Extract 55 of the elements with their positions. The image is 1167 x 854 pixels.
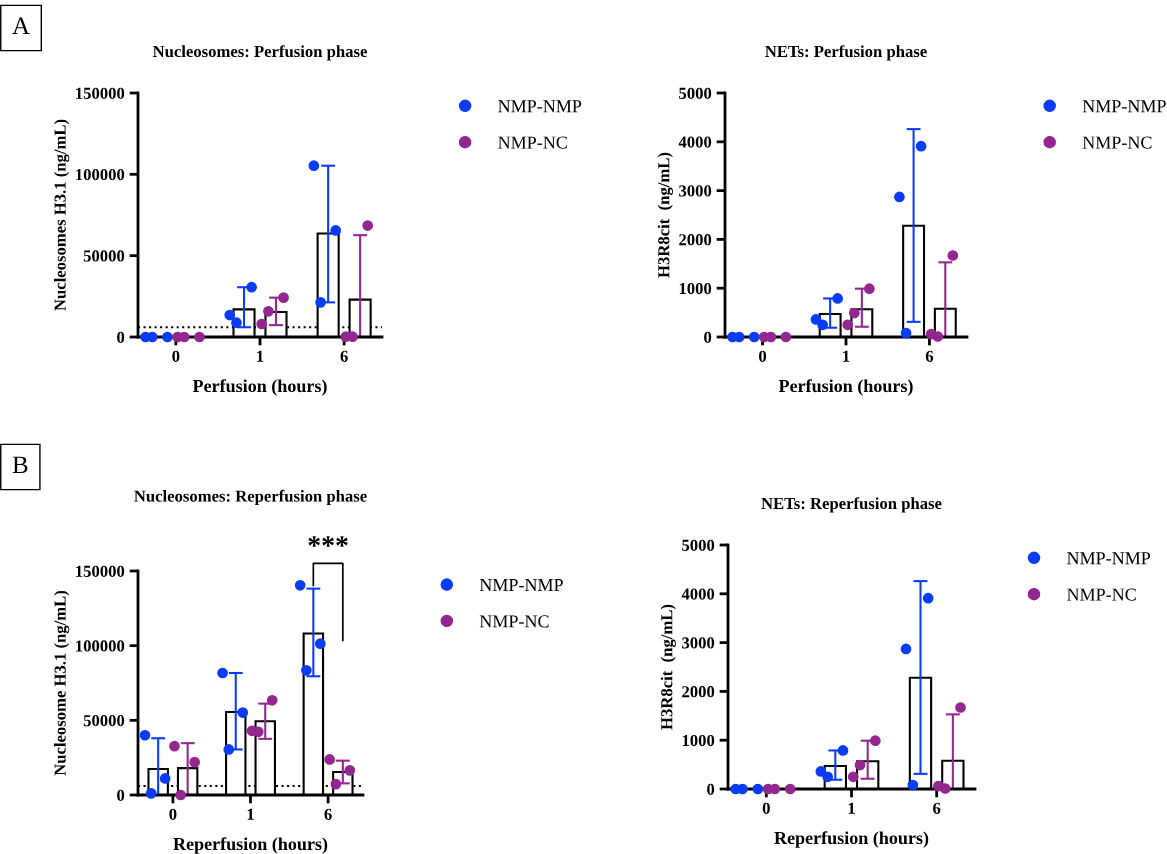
y-tick-label: 4000 <box>681 588 715 600</box>
text: *** <box>308 536 348 547</box>
x-tick-label: 0 <box>759 350 767 362</box>
y-tick-label: 4000 <box>678 136 712 148</box>
chart-title: NETs: Perfusion phase <box>765 45 927 61</box>
y-tick-label: 5000 <box>682 539 715 551</box>
x-axis-title: Reperfusion (hours) <box>173 837 328 854</box>
x-tick-label: 0 <box>172 350 180 362</box>
y-tick-label: 100000 <box>76 169 125 181</box>
y-tick-label: 150000 <box>76 87 125 99</box>
y-tick-label: 1000 <box>682 734 715 747</box>
x-axis-title: Perfusion (hours) <box>192 379 327 396</box>
x-tick-label: 6 <box>324 808 332 820</box>
y-tick-label: 50000 <box>83 250 125 262</box>
y-tick-label: 2000 <box>682 686 715 698</box>
x-tick-label: 6 <box>933 802 941 814</box>
x-tick-label: 6 <box>340 350 348 362</box>
y-tick-label: 0 <box>117 789 125 801</box>
y-tick-label: 2000 <box>679 234 712 246</box>
y-tick-label: 3000 <box>679 185 712 197</box>
legend-label: NMP-NC <box>479 615 549 628</box>
y-tick-label: 3000 <box>682 637 715 649</box>
x-tick-label: 0 <box>762 802 770 814</box>
legend-label: NMP-NC <box>1082 136 1152 149</box>
legend-label: NMP-NMP <box>1067 552 1151 565</box>
y-axis-title: H3R8cit (ng/mL) <box>660 604 676 730</box>
y-tick-label: 150000 <box>76 565 125 577</box>
legend-label: NMP-NMP <box>1082 100 1166 113</box>
y-tick-label: 0 <box>704 331 712 343</box>
chart-title: Nucleosomes: Reperfusion phase <box>134 489 367 506</box>
legend-label: NMP-NC <box>1067 588 1136 601</box>
text: B <box>12 456 28 474</box>
y-tick-label: 1000 <box>679 282 712 295</box>
chart-title: Nucleosomes: Perfusion phase <box>152 45 367 61</box>
y-tick-label: 5000 <box>679 87 712 99</box>
y-axis-title: H3R8cit (ng/mL) <box>657 152 673 278</box>
x-tick-label: 1 <box>843 350 850 362</box>
x-tick-label: 1 <box>848 802 855 814</box>
x-axis-title: Perfusion (hours) <box>778 379 913 396</box>
text: A <box>12 17 30 35</box>
x-tick-label: 1 <box>247 808 254 820</box>
y-tick-label: 50000 <box>83 715 125 727</box>
y-tick-label: 0 <box>117 331 125 343</box>
chart-title: NETs: Reperfusion phase <box>761 497 942 513</box>
x-tick-label: 0 <box>169 808 177 820</box>
y-axis-title: Nucleosomes H3.1 (ng/mL) <box>54 119 70 311</box>
x-tick-label: 1 <box>257 350 264 362</box>
legend-label: NMP-NMP <box>479 579 563 591</box>
y-tick-label: 0 <box>707 783 715 795</box>
y-tick-label: 100000 <box>76 640 125 652</box>
x-tick-label: 6 <box>925 350 934 362</box>
x-axis-title: Reperfusion (hours) <box>774 831 929 848</box>
legend-label: NMP-NC <box>498 136 567 149</box>
y-axis-title: Nucleosome H3.1 (ng/mL) <box>54 590 70 776</box>
legend-label: NMP-NMP <box>498 100 582 113</box>
